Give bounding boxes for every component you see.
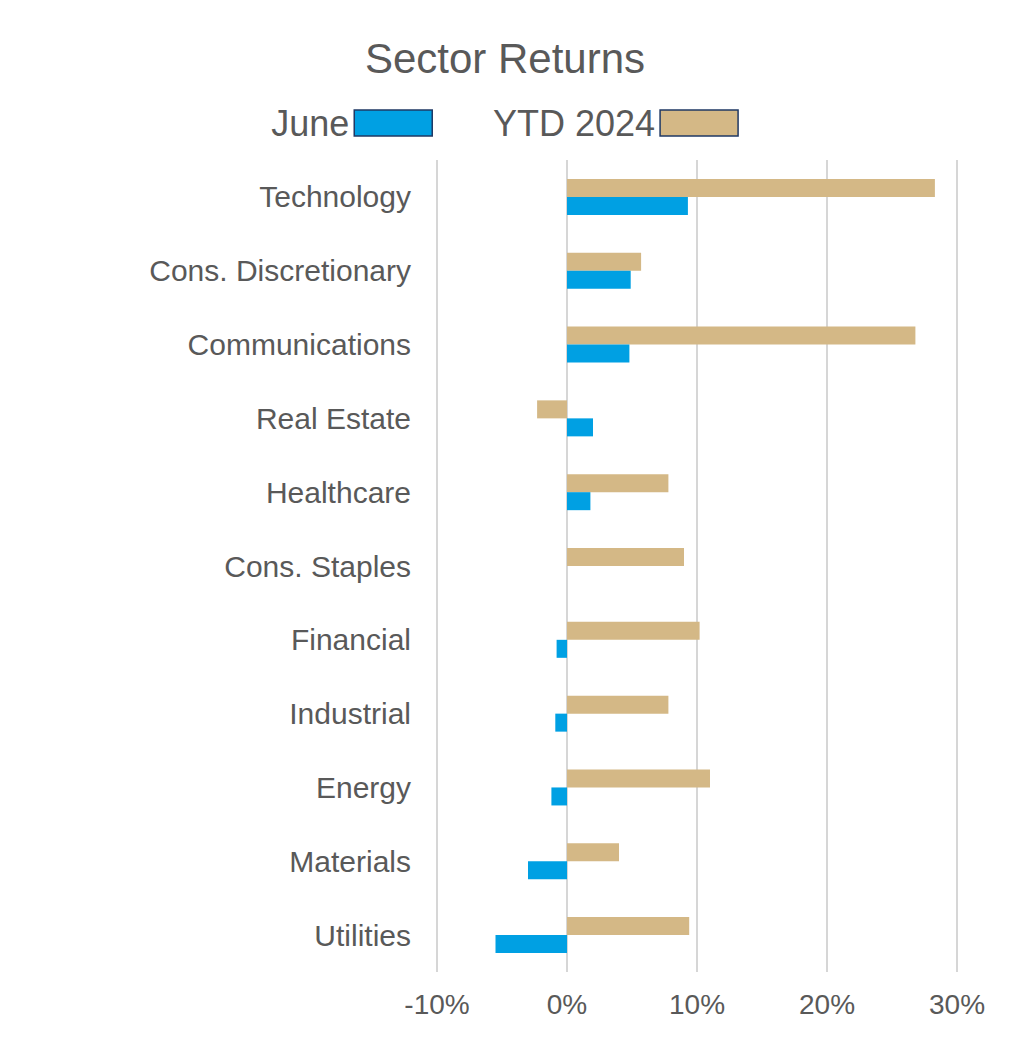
svg-text:Energy: Energy	[316, 771, 411, 804]
svg-text:YTD 2024: YTD 2024	[493, 103, 655, 144]
svg-text:Healthcare: Healthcare	[266, 476, 411, 509]
svg-text:Industrial: Industrial	[289, 697, 411, 730]
svg-text:Technology: Technology	[259, 180, 411, 213]
svg-text:Utilities: Utilities	[314, 919, 411, 952]
svg-text:30%: 30%	[929, 989, 985, 1020]
svg-text:Communications: Communications	[188, 328, 411, 361]
svg-text:Sector Returns: Sector Returns	[365, 35, 645, 82]
svg-text:Materials: Materials	[289, 845, 411, 878]
svg-text:20%: 20%	[799, 989, 855, 1020]
svg-text:Financial: Financial	[291, 623, 411, 656]
svg-text:Real Estate: Real Estate	[256, 402, 411, 435]
svg-text:-10%: -10%	[404, 989, 469, 1020]
svg-text:0%: 0%	[547, 989, 587, 1020]
svg-text:Cons. Discretionary: Cons. Discretionary	[149, 254, 411, 287]
svg-text:10%: 10%	[669, 989, 725, 1020]
svg-text:June: June	[271, 103, 349, 144]
svg-text:Cons. Staples: Cons. Staples	[224, 550, 411, 583]
